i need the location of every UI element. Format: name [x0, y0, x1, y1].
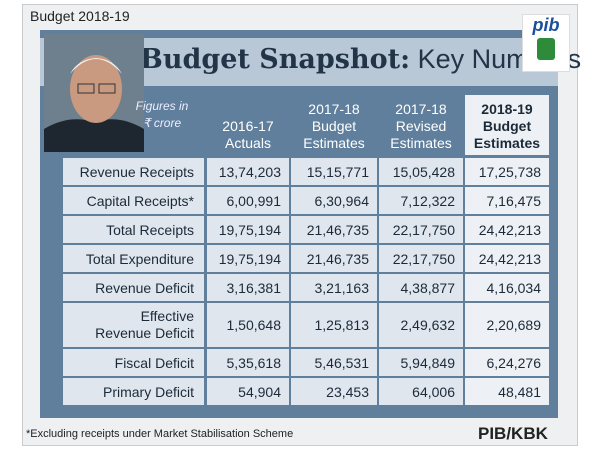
- value-cell: 19,75,194: [207, 245, 289, 272]
- value-cell: 24,42,213: [465, 245, 549, 272]
- value-cell: 6,00,991: [207, 187, 289, 214]
- row-label: Capital Receipts*: [63, 187, 204, 214]
- value-cell: 15,05,428: [379, 158, 463, 185]
- credit: PIB/KBK: [478, 424, 548, 443]
- title-bold: Budget Snapshot:: [140, 44, 411, 75]
- column-header: Budget: [482, 118, 532, 134]
- column-header: 2018-19: [481, 101, 533, 117]
- value-cell: 17,25,738: [465, 158, 549, 185]
- logo-text: pib: [532, 15, 560, 35]
- value-cell: 1,50,648: [207, 303, 289, 347]
- value-cell: 7,16,475: [465, 187, 549, 214]
- column-header: Actuals: [225, 135, 271, 151]
- row-label: Revenue Deficit: [63, 274, 204, 301]
- value-cell: 2,20,689: [465, 303, 549, 347]
- value-cell: 24,42,213: [465, 216, 549, 243]
- value-cell: 23,453: [291, 378, 377, 405]
- value-cell: 21,46,735: [291, 245, 377, 272]
- photo: [44, 34, 144, 152]
- header-highlight: [465, 95, 549, 155]
- value-cell: 64,006: [379, 378, 463, 405]
- note-line: Figures in: [135, 99, 189, 113]
- value-cell: 5,46,531: [291, 349, 377, 376]
- value-cell: 6,24,276: [465, 349, 549, 376]
- logo: pib: [522, 14, 570, 72]
- value-cell: 13,74,203: [207, 158, 289, 185]
- value-cell: 48,481: [465, 378, 549, 405]
- column-header: 2017-18: [395, 101, 447, 117]
- value-cell: 3,21,163: [291, 274, 377, 301]
- value-cell: 5,35,618: [207, 349, 289, 376]
- title: Budget Snapshot: Key Numbers: [140, 44, 581, 75]
- row-label: Effective Revenue Deficit: [63, 303, 204, 347]
- value-cell: 6,30,964: [291, 187, 377, 214]
- column-header: Estimates: [303, 135, 365, 151]
- footnote: *Excluding receipts under Market Stabili…: [26, 428, 294, 440]
- column-header: 2016-17: [222, 118, 274, 134]
- value-cell: 22,17,750: [379, 216, 463, 243]
- value-cell: 2,49,632: [379, 303, 463, 347]
- page-label: Budget 2018-19: [30, 8, 130, 24]
- column-header: Estimates: [473, 135, 541, 151]
- row-label: Fiscal Deficit: [63, 349, 204, 376]
- note-line: ₹ crore: [142, 116, 182, 130]
- value-cell: 4,38,877: [379, 274, 463, 301]
- value-cell: 15,15,771: [291, 158, 377, 185]
- row-label: Total Receipts: [63, 216, 204, 243]
- value-cell: 1,25,813: [291, 303, 377, 347]
- column-header: Revised: [395, 118, 447, 134]
- column-header: Budget: [311, 118, 357, 134]
- value-cell: 5,94,849: [379, 349, 463, 376]
- row-label: Total Expenditure: [63, 245, 204, 272]
- row-label: Revenue Receipts: [63, 158, 204, 185]
- value-cell: 4,16,034: [465, 274, 549, 301]
- row-label: Primary Deficit: [63, 378, 204, 405]
- value-cell: 22,17,750: [379, 245, 463, 272]
- value-cell: 7,12,322: [379, 187, 463, 214]
- column-header: Estimates: [390, 135, 452, 151]
- value-cell: 21,46,735: [291, 216, 377, 243]
- value-cell: 19,75,194: [207, 216, 289, 243]
- value-cell: 3,16,381: [207, 274, 289, 301]
- value-cell: 54,904: [207, 378, 289, 405]
- portrait: [44, 34, 144, 152]
- logo-map: [537, 38, 555, 60]
- column-header: 2017-18: [308, 101, 360, 117]
